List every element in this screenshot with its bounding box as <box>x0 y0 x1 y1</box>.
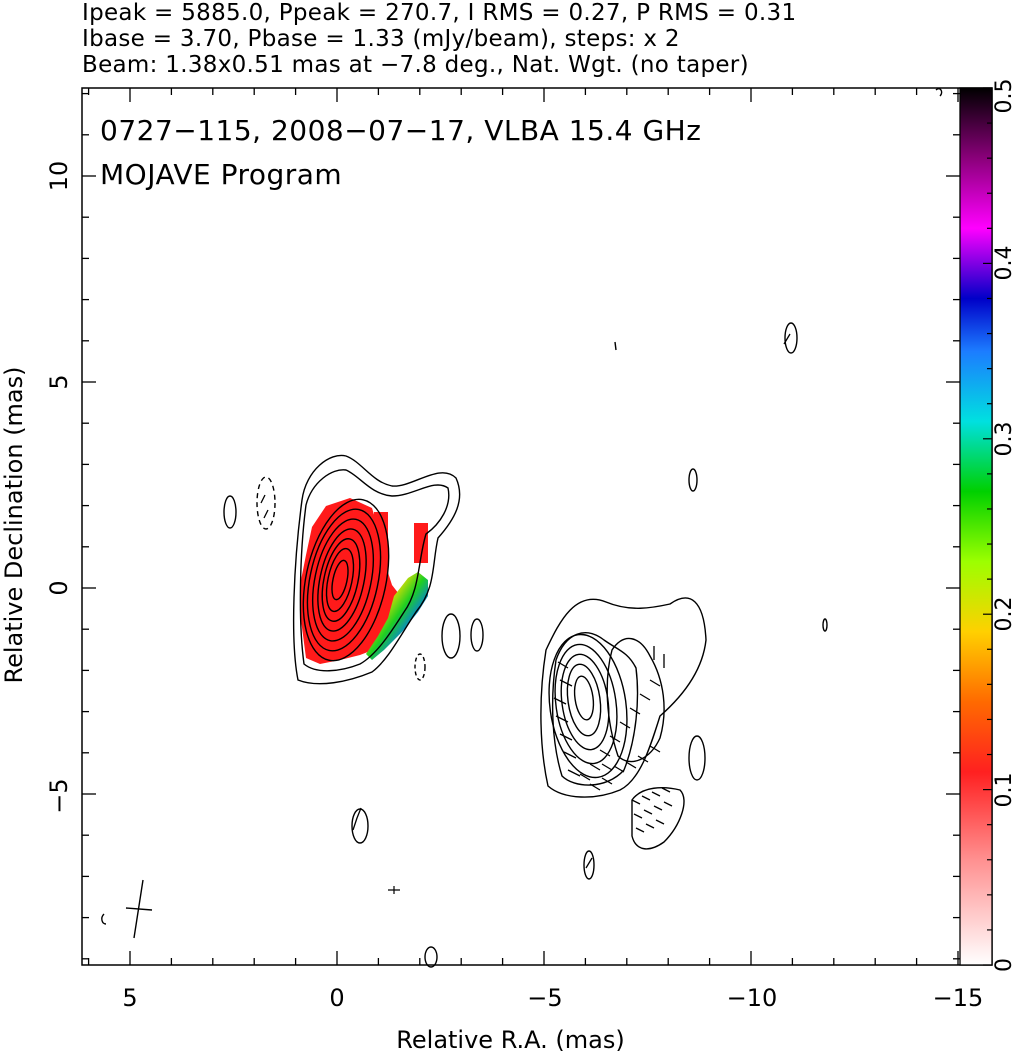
colorbar: 0 0.1 0.2 0.3 0.4 0.5 <box>959 79 1017 973</box>
header-line-beam: Beam: 1.38x0.51 mas at −7.8 deg., Nat. W… <box>82 52 749 78</box>
evpa-vector-set <box>553 646 665 791</box>
blob-contour <box>688 735 706 781</box>
beam-marker <box>125 879 153 939</box>
x-axis-label: Relative R.A. (mas) <box>396 1026 625 1054</box>
colorbar-tick-label: 0.1 <box>992 773 1017 808</box>
colorbar-ticks <box>983 87 992 966</box>
blob-contour <box>583 850 595 880</box>
jet-outer-contour <box>540 597 707 798</box>
blob-contour <box>822 618 828 632</box>
evpa-vectors <box>260 333 791 869</box>
panel-title-source: 0727−115, 2008−07−17, VLBA 15.4 GHz <box>100 114 701 147</box>
plot-frame <box>81 87 993 966</box>
colorbar-frame <box>959 87 993 966</box>
colorbar-tick-label: 0.5 <box>992 79 1017 114</box>
evpa-vector-set <box>260 333 791 869</box>
y-tick-label: −5 <box>45 778 73 813</box>
jet-lower-contour <box>631 787 685 850</box>
panel-title-program: MOJAVE Program <box>100 158 342 191</box>
blob-contour <box>441 613 461 659</box>
core-contour-9 <box>331 559 349 601</box>
core-contour-5 <box>312 518 374 642</box>
header: Ipeak = 5885.0, Ppeak = 270.7, I RMS = 0… <box>82 0 982 78</box>
colorbar-fill <box>960 88 992 965</box>
blob-contour <box>784 322 798 354</box>
polarization-image <box>300 498 428 664</box>
blob-contour <box>424 946 438 968</box>
colorbar-tick-label: 0.3 <box>992 422 1017 457</box>
axis-ticks <box>82 88 960 965</box>
jet-contour-4 <box>554 643 618 765</box>
y-tick-label: 10 <box>45 161 73 192</box>
blob-contour <box>470 618 484 652</box>
x-tick-label: 0 <box>329 984 344 1012</box>
core-contour-8 <box>325 547 355 613</box>
colorbar-tick-labels: 0 0.1 0.2 0.3 0.4 0.5 <box>992 79 1017 973</box>
core-contour-3 <box>302 498 390 662</box>
core-contour-7 <box>321 538 361 622</box>
x-tick-label: 5 <box>122 984 137 1012</box>
core-contour-4 <box>306 508 382 652</box>
intensity-contours <box>101 87 943 968</box>
colorbar-tick-label: 0.4 <box>992 246 1017 281</box>
blob-contour <box>614 341 617 351</box>
evpa-vector-set <box>631 787 673 833</box>
small-cross-marker <box>388 886 400 894</box>
jet-contour-6 <box>566 663 602 737</box>
pol-red-strip <box>374 512 388 584</box>
y-axis-label: Relative Declination (mas) <box>0 366 28 684</box>
blob-contour <box>688 468 698 492</box>
colorbar-tick-label: 0 <box>992 958 1017 972</box>
y-tick-label: 5 <box>45 374 73 389</box>
core-outer-contour <box>292 454 461 685</box>
beam-minor-axis <box>125 907 153 911</box>
jet-contour-3 <box>548 633 628 779</box>
core-contour-6 <box>317 528 367 632</box>
jet-side-contour <box>606 638 665 763</box>
x-tick-label: −5 <box>527 984 562 1012</box>
header-line-peaks: Ipeak = 5885.0, Ppeak = 270.7, I RMS = 0… <box>82 0 797 26</box>
jet-contour-2 <box>551 632 639 786</box>
pol-red-strip-2 <box>414 523 428 563</box>
colorbar-tick-label: 0.2 <box>992 597 1017 632</box>
blob-contour <box>935 87 943 97</box>
blob-contour <box>256 476 276 530</box>
header-line-base: Ibase = 3.70, Pbase = 1.33 (mJy/beam), s… <box>82 26 680 52</box>
y-tick-labels: 10 5 0 −5 <box>45 161 73 814</box>
blob-contour <box>101 913 107 925</box>
blob-contour <box>414 653 426 681</box>
x-tick-label: −15 <box>933 984 984 1012</box>
jet-contour-7 <box>573 675 595 721</box>
y-tick-label: 0 <box>45 580 73 595</box>
blob-contour <box>223 495 237 529</box>
x-tick-label: −10 <box>727 984 778 1012</box>
core-contour-2 <box>299 469 450 672</box>
x-tick-labels: 5 0 −5 −10 −15 <box>122 984 983 1012</box>
